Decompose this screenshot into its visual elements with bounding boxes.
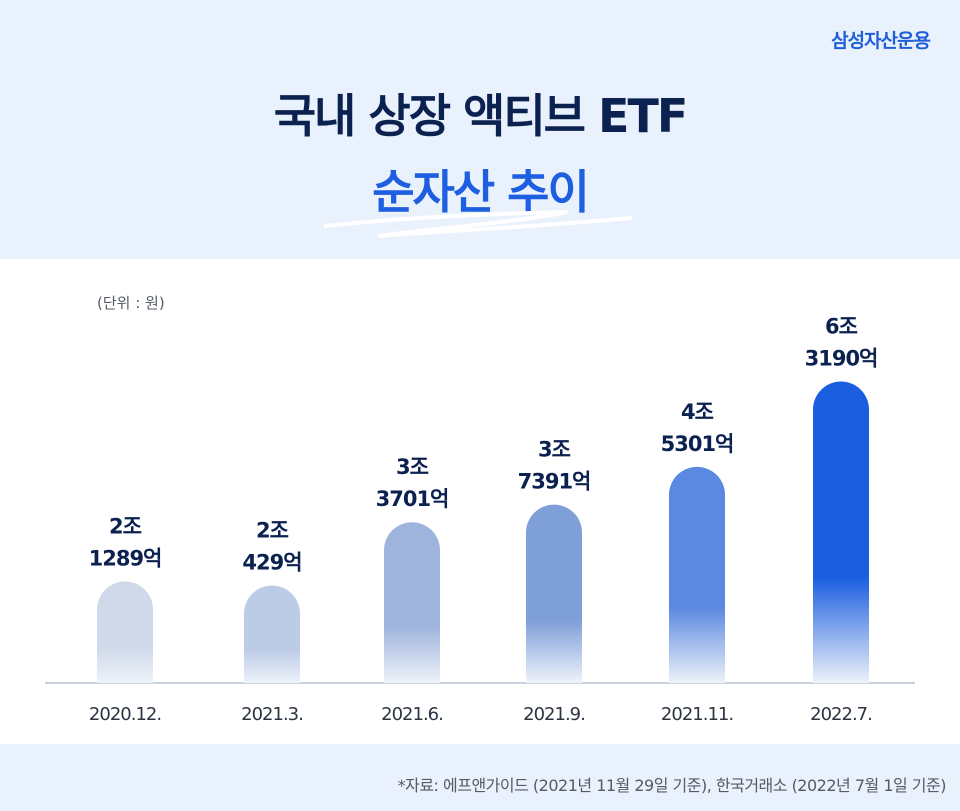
bar-chart: 2조 1289억 2020.12. 2조 429억 2021.3. 3조 3701억 2021.… — [45, 314, 915, 725]
unit-label: (단위 : 원) — [97, 294, 165, 312]
x-tick-label: 2021.9. — [523, 704, 585, 725]
data-label: 2조 — [109, 514, 142, 538]
bar-2020.12. — [97, 581, 153, 683]
x-tick-label: 2022.7. — [810, 704, 872, 725]
chart-panel — [0, 259, 960, 744]
title-line-2: 순자산 추이 — [372, 165, 590, 219]
bar-2021.3. — [244, 585, 300, 683]
x-tick-label: 2021.6. — [381, 704, 443, 725]
data-label: 1289억 — [89, 546, 162, 570]
x-tick-label: 2021.3. — [241, 704, 303, 725]
x-tick-label: 2020.12. — [89, 704, 161, 725]
data-label: 5301억 — [661, 432, 734, 456]
source-note: *자료: 에프앤가이드 (2021년 11월 29일 기준), 한국거래소 (2… — [397, 776, 947, 795]
brand-logo-text: 삼성자산운용 — [831, 30, 931, 52]
data-label: 4조 — [681, 400, 714, 424]
title-line-1: 국내 상장 액티브 ETF — [273, 89, 689, 143]
data-label: 3조 — [396, 455, 429, 479]
data-label: 429억 — [242, 551, 301, 575]
bar-2021.9. — [526, 504, 582, 683]
data-label: 2조 — [256, 519, 289, 543]
data-label: 6조 — [825, 314, 858, 338]
data-label: 7391억 — [518, 470, 591, 494]
title-swoosh-decoration — [324, 210, 632, 238]
bar-2021.6. — [384, 522, 441, 683]
data-label: 3701억 — [376, 487, 449, 511]
bar-2022.7. — [813, 381, 869, 683]
x-tick-label: 2021.11. — [661, 704, 733, 725]
data-label: 3조 — [538, 438, 571, 462]
bar-2021.11. — [669, 466, 725, 683]
data-label: 3190억 — [805, 346, 878, 370]
